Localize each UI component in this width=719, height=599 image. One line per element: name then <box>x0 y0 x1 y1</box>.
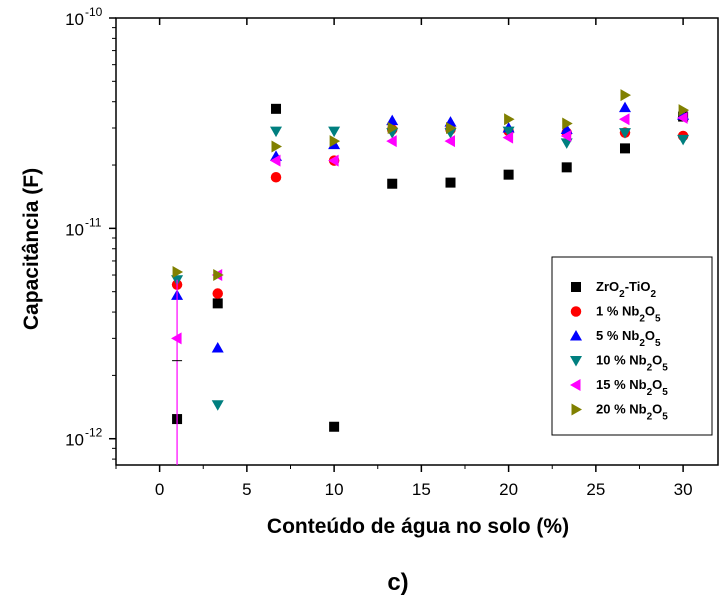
data-point <box>618 113 630 126</box>
data-point <box>329 135 341 148</box>
data-point <box>171 332 182 345</box>
data-point <box>270 154 281 167</box>
data-point <box>446 121 457 134</box>
data-point <box>387 121 399 134</box>
y-tick-label: 10 <box>65 431 84 450</box>
figure-caption: c) <box>387 569 408 596</box>
data-point <box>328 126 341 138</box>
data-point <box>502 126 515 138</box>
legend-label: 5 % Nb2O5 <box>596 328 661 349</box>
x-tick-label: 20 <box>499 480 518 499</box>
data-point <box>329 421 340 432</box>
legend-label: 10 % Nb2O5 <box>596 353 668 374</box>
plot-area <box>115 17 719 466</box>
legend-label: ZrO2-TiO2 <box>596 279 656 300</box>
legend-marker <box>570 379 581 391</box>
y-tick-exponent: -12 <box>85 426 103 440</box>
data-point <box>619 143 630 154</box>
data-point <box>271 103 282 114</box>
data-point <box>328 154 339 167</box>
data-point <box>212 298 223 309</box>
legend-marker <box>571 282 581 292</box>
data-point <box>504 113 515 126</box>
x-tick-label: 30 <box>674 480 693 499</box>
data-point <box>678 104 690 117</box>
series-4 <box>171 111 688 465</box>
y-tick-label: 10 <box>65 10 84 29</box>
legend-label: 20 % Nb2O5 <box>596 402 668 423</box>
legend-label: 15 % Nb2O5 <box>596 377 668 398</box>
data-point <box>172 266 184 279</box>
data-point <box>502 131 514 144</box>
legend-marker <box>570 306 582 317</box>
x-tick-label: 0 <box>155 480 164 499</box>
data-point <box>561 162 572 173</box>
x-axis-title: Conteúdo de água no solo (%) <box>267 515 569 538</box>
data-point <box>386 135 397 148</box>
x-tick-label: 10 <box>325 480 344 499</box>
data-point <box>270 126 283 138</box>
data-point <box>213 269 224 282</box>
x-tick-label: 15 <box>412 480 431 499</box>
data-point <box>387 178 398 189</box>
data-point <box>386 114 399 126</box>
data-point <box>618 128 631 139</box>
data-point <box>618 101 631 113</box>
data-point <box>445 177 456 188</box>
data-point <box>211 400 224 411</box>
x-tick-label: 25 <box>586 480 605 499</box>
data-point <box>503 169 514 180</box>
series-5 <box>172 89 690 282</box>
data-point <box>620 89 631 102</box>
data-point <box>677 111 688 124</box>
data-series <box>171 89 690 465</box>
data-point <box>212 288 223 299</box>
data-point <box>211 341 224 353</box>
data-point <box>560 129 572 142</box>
y-tick-exponent: -10 <box>85 5 103 19</box>
legend-label: 1 % Nb2O5 <box>596 304 661 325</box>
x-tick-label: 5 <box>242 480 251 499</box>
legend-marker <box>571 403 582 416</box>
data-point <box>270 171 282 183</box>
data-point <box>562 117 573 130</box>
legend: ZrO2-TiO2 1 % Nb2O5 5 % Nb2O5 10 % Nb2O5 15 … <box>551 256 713 436</box>
data-point <box>271 140 283 153</box>
legend-marker <box>570 330 582 341</box>
y-axis-title: Capacitância (F) <box>20 168 43 330</box>
plot-frame <box>115 17 719 466</box>
data-point <box>677 134 690 146</box>
legend-marker <box>570 356 582 367</box>
data-point <box>444 135 456 148</box>
y-tick-label: 10 <box>65 220 84 239</box>
y-tick-exponent: -11 <box>85 215 102 229</box>
